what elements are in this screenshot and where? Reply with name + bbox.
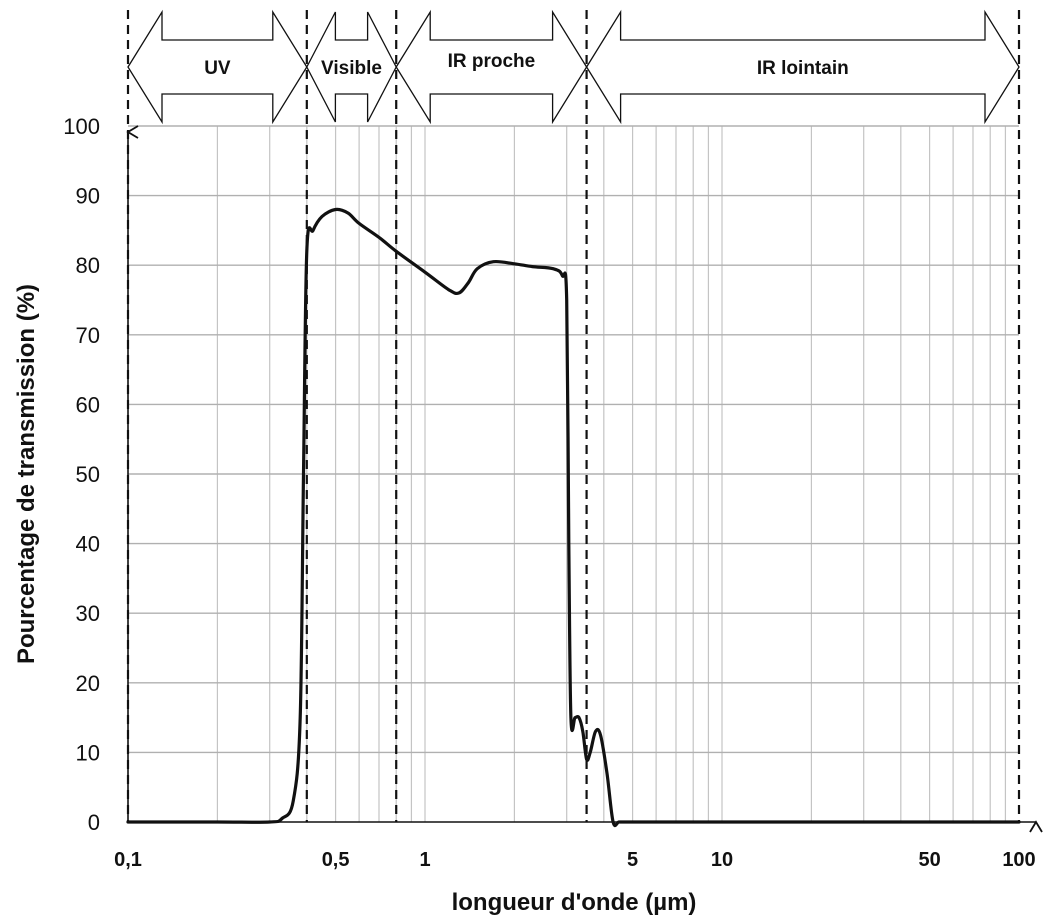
y-tick-label: 80 [76,253,100,278]
grid [128,125,1019,822]
band-label: IR lointain [757,58,849,79]
x-tick-label: 100 [1002,849,1035,871]
y-tick-label: 60 [76,392,100,417]
y-tick-label: 10 [76,740,100,765]
y-tick-label: 90 [76,184,100,209]
band-label: UV [204,58,231,79]
band-boundaries [126,10,1021,822]
wavelength-bands: UV Visible IR proche IR lointain [127,9,1020,125]
x-tick-labels: 0,1 0,5 1 5 10 50 100 [114,849,1036,871]
x-tick-label: 0,1 [114,849,142,871]
x-tick-label: 0,5 [322,849,350,871]
y-tick-labels: 0 10 20 30 40 50 60 70 80 90 100 [63,114,100,835]
x-tick-label: 1 [419,849,430,871]
y-tick-label: 20 [76,671,100,696]
y-tick-label: 100 [63,114,100,139]
y-axis-label: Pourcentage de transmission (%) [13,284,40,664]
axes [126,125,1043,833]
y-tick-label: 30 [76,601,100,626]
y-tick-label: 70 [76,323,100,348]
band-label: Visible [321,58,382,79]
x-tick-label: 5 [627,849,638,871]
x-tick-label: 50 [918,849,940,871]
series-layer [126,207,1021,828]
y-tick-label: 50 [76,462,100,487]
y-tick-label: 40 [76,532,100,557]
band-arrow [585,9,1020,125]
transmission-curve [126,207,1021,828]
y-tick-label: 0 [88,810,100,835]
x-tick-label: 10 [711,849,733,871]
band-label: IR proche [448,51,536,72]
x-axis-label: longueur d'onde (µm) [452,889,697,916]
